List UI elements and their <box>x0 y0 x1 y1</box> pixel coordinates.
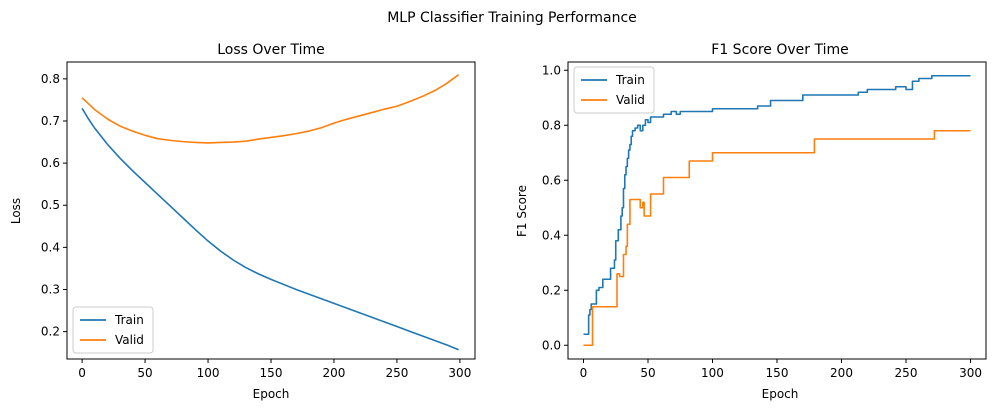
f1-y-tick-label: 0.2 <box>542 283 561 297</box>
f1-chart-ylabel: F1 Score <box>515 185 529 237</box>
f1-x-tick-label: 200 <box>830 366 853 380</box>
loss-x-tick-label: 200 <box>323 366 346 380</box>
f1-chart-xlabel: Epoch <box>762 387 799 401</box>
loss-chart-xlabel: Epoch <box>253 387 290 401</box>
loss-series-train-line <box>81 107 459 351</box>
f1-y-tick-label: 0.4 <box>542 228 561 242</box>
loss-series-valid-line <box>81 73 460 144</box>
f1-x-tick-label: 0 <box>580 366 588 380</box>
loss-y-tick-label: 0.3 <box>41 282 60 296</box>
loss-x-tick-label: 150 <box>260 366 283 380</box>
loss-x-tick-label: 100 <box>197 366 220 380</box>
loss-y-tick-label: 0.2 <box>41 325 60 339</box>
f1-y-tick-label: 1.0 <box>542 63 561 77</box>
f1-y-tick-label: 0.6 <box>542 173 561 187</box>
f1-series-train-line <box>583 74 971 336</box>
f1-legend-label-valid: Valid <box>616 93 645 107</box>
f1-x-tick-label: 100 <box>701 366 724 380</box>
loss-y-tick-label: 0.5 <box>41 198 60 212</box>
f1-x-tick-label: 150 <box>766 366 789 380</box>
loss-legend-label-train: Train <box>114 313 144 327</box>
f1-legend-label-train: Train <box>615 73 645 87</box>
loss-y-tick-label: 0.6 <box>41 156 60 170</box>
f1-series-valid-line <box>583 129 971 347</box>
f1-legend <box>573 66 655 114</box>
loss-y-tick-label: 0.7 <box>41 114 60 128</box>
loss-x-tick-label: 50 <box>137 366 152 380</box>
loss-x-tick-label: 300 <box>448 366 471 380</box>
loss-chart-title: Loss Over Time <box>217 42 325 58</box>
f1-chart-title: F1 Score Over Time <box>711 42 848 58</box>
f1-y-tick-label: 0.8 <box>542 118 561 132</box>
f1-y-tick-label: 0.0 <box>542 338 561 352</box>
f1-chart: F1 Score Over Time Epoch F1 Score 0 50 100… <box>515 42 987 401</box>
loss-x-tick-label: 250 <box>385 366 408 380</box>
loss-legend-label-valid: Valid <box>115 333 144 347</box>
loss-legend <box>72 306 154 354</box>
loss-chart: Loss Over Time Epoch Loss 0 50 100 150 200 25… <box>9 42 476 401</box>
figure-title: MLP Classifier Training Performance <box>387 10 637 26</box>
loss-x-tick-label: 0 <box>78 366 86 380</box>
f1-x-tick-label: 250 <box>895 366 918 380</box>
loss-chart-ylabel: Loss <box>9 198 23 224</box>
f1-x-tick-label: 50 <box>640 366 655 380</box>
loss-y-tick-label: 0.8 <box>41 72 60 86</box>
loss-y-tick-label: 0.4 <box>41 240 60 254</box>
f1-x-tick-label: 300 <box>959 366 982 380</box>
